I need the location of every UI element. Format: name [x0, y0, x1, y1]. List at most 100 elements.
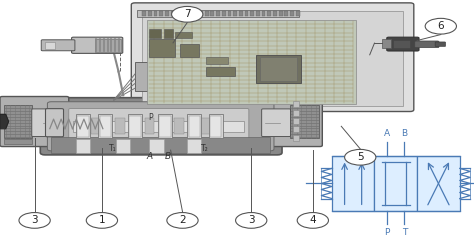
Bar — [233, 11, 237, 16]
FancyBboxPatch shape — [387, 37, 419, 51]
Bar — [149, 39, 175, 57]
Bar — [187, 139, 201, 152]
Text: A: A — [384, 129, 390, 138]
Text: B: B — [165, 152, 171, 161]
Text: B: B — [401, 129, 407, 138]
Bar — [210, 11, 214, 16]
Bar — [180, 44, 199, 57]
Bar — [45, 42, 55, 49]
Bar — [98, 114, 112, 138]
Bar — [187, 114, 201, 138]
Bar — [200, 119, 210, 134]
Polygon shape — [0, 114, 9, 129]
FancyBboxPatch shape — [131, 3, 414, 112]
Bar — [165, 11, 169, 16]
Bar — [293, 135, 299, 141]
Circle shape — [172, 6, 203, 22]
Bar — [296, 11, 300, 16]
Bar — [239, 11, 243, 16]
Text: 7: 7 — [184, 9, 191, 19]
Circle shape — [425, 18, 456, 34]
Bar — [115, 119, 125, 134]
Bar — [142, 11, 146, 16]
FancyBboxPatch shape — [415, 41, 439, 48]
Bar — [290, 11, 294, 16]
Bar — [293, 110, 299, 116]
Bar — [135, 62, 149, 91]
Bar — [159, 11, 163, 16]
FancyBboxPatch shape — [40, 98, 282, 155]
Bar — [332, 156, 374, 211]
Bar — [149, 29, 161, 38]
Bar — [267, 11, 271, 16]
Text: P: P — [384, 228, 390, 237]
Text: T₁: T₁ — [109, 144, 116, 153]
FancyBboxPatch shape — [72, 37, 123, 53]
FancyBboxPatch shape — [47, 102, 274, 151]
Bar — [216, 11, 220, 16]
Bar — [222, 11, 226, 16]
Bar — [262, 11, 265, 16]
Text: P: P — [148, 114, 153, 122]
Text: 4: 4 — [310, 215, 316, 225]
Bar — [76, 139, 90, 152]
Bar — [210, 116, 221, 137]
Bar — [158, 114, 172, 138]
Bar — [417, 156, 460, 211]
Circle shape — [19, 212, 50, 228]
Bar — [256, 11, 260, 16]
Text: A: A — [146, 152, 152, 161]
Circle shape — [167, 212, 198, 228]
Bar — [182, 11, 186, 16]
Text: 5: 5 — [357, 152, 364, 162]
Text: 2: 2 — [179, 215, 186, 225]
Bar — [290, 105, 319, 138]
Bar — [175, 32, 192, 38]
Bar — [51, 137, 270, 152]
FancyBboxPatch shape — [41, 40, 75, 51]
Bar — [129, 116, 141, 137]
Bar — [174, 119, 184, 134]
Text: 3: 3 — [248, 215, 255, 225]
Bar — [73, 121, 244, 132]
Bar — [260, 57, 297, 81]
FancyBboxPatch shape — [32, 109, 61, 136]
FancyBboxPatch shape — [46, 109, 64, 137]
Bar — [91, 119, 101, 134]
Bar — [76, 114, 90, 138]
Bar — [209, 114, 223, 138]
Circle shape — [236, 212, 267, 228]
Bar — [128, 114, 142, 138]
Bar — [293, 126, 299, 132]
Bar — [393, 40, 410, 48]
Bar — [4, 105, 32, 138]
Bar — [142, 11, 403, 106]
Bar — [77, 116, 89, 137]
Bar — [149, 139, 164, 152]
Bar — [228, 11, 231, 16]
Bar — [382, 39, 391, 48]
Text: T: T — [401, 228, 407, 237]
Bar — [374, 156, 417, 211]
FancyBboxPatch shape — [254, 97, 322, 147]
Bar — [205, 11, 209, 16]
Circle shape — [297, 212, 328, 228]
Circle shape — [345, 149, 376, 165]
Bar — [145, 119, 154, 134]
Bar — [176, 11, 180, 16]
Text: 3: 3 — [31, 215, 38, 225]
Bar — [95, 39, 121, 52]
Bar — [206, 67, 235, 76]
Bar — [284, 11, 288, 16]
Bar — [116, 139, 130, 152]
FancyBboxPatch shape — [262, 109, 291, 136]
Text: 6: 6 — [438, 21, 444, 31]
FancyBboxPatch shape — [69, 109, 249, 144]
Bar — [279, 11, 283, 16]
Bar — [250, 11, 254, 16]
Bar — [154, 11, 157, 16]
Text: 1: 1 — [99, 215, 105, 225]
Bar — [4, 139, 32, 144]
Bar — [199, 11, 203, 16]
Bar — [206, 57, 228, 64]
